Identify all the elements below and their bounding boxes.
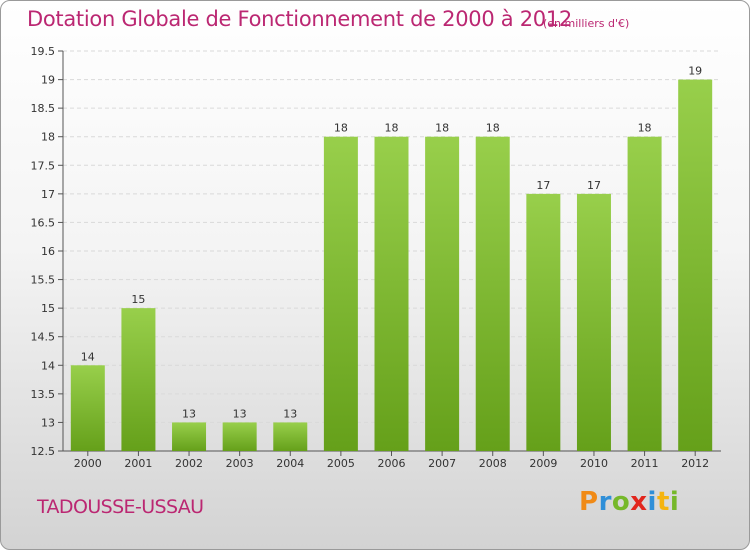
y-tick-label: 14 [41, 359, 55, 372]
data-label: 19 [688, 65, 702, 78]
logo-letter: i [669, 487, 680, 517]
bar-2006 [374, 136, 409, 451]
y-tick-label: 17 [41, 188, 55, 201]
data-label: 18 [486, 122, 500, 135]
y-tick-label: 18.5 [31, 102, 56, 115]
y-tick-label: 15.5 [31, 274, 56, 287]
bar-2005 [323, 136, 358, 451]
logo-letter: P [579, 487, 599, 517]
data-label: 15 [131, 293, 145, 306]
y-tick-label: 13.5 [31, 388, 56, 401]
data-label: 13 [233, 407, 247, 420]
data-label: 13 [182, 407, 196, 420]
y-tick-label: 16 [41, 245, 55, 258]
x-tick-label: 2008 [479, 457, 507, 470]
bar-2000 [70, 365, 105, 451]
x-tick-label: 2005 [327, 457, 355, 470]
y-tick-label: 19.5 [31, 45, 56, 58]
x-tick-label: 2010 [580, 457, 608, 470]
bars [70, 79, 713, 452]
bar-2003 [222, 422, 257, 451]
logo-letter: x [630, 487, 648, 517]
logo-letter: t [656, 487, 670, 517]
y-tick-label: 13 [41, 416, 55, 429]
labels: 12.5 13 13.5 14 14.5 15 15.5 16 16.5 17 17.5 18 18.5… [31, 45, 710, 470]
y-tick-label: 14.5 [31, 331, 56, 344]
bar-2001 [121, 308, 156, 451]
y-tick-label: 12.5 [31, 445, 56, 458]
x-tick-label: 2011 [631, 457, 659, 470]
logo-letter: r [598, 487, 612, 517]
bar-2004 [273, 422, 308, 451]
data-label: 18 [435, 122, 449, 135]
y-tick-label: 16.5 [31, 216, 56, 229]
bar-2011 [627, 136, 662, 451]
data-label: 17 [536, 179, 550, 192]
bar-2012 [678, 79, 713, 452]
x-tick-label: 2009 [529, 457, 557, 470]
bar-2008 [475, 136, 510, 451]
bar-2010 [576, 193, 611, 451]
y-tick-label: 19 [41, 74, 55, 87]
data-label: 18 [334, 122, 348, 135]
x-tick-label: 2001 [124, 457, 152, 470]
y-tick-label: 17.5 [31, 159, 56, 172]
data-label: 18 [638, 122, 652, 135]
logo-letter: o [611, 487, 631, 517]
y-tick-label: 15 [41, 302, 55, 315]
data-label: 18 [385, 122, 399, 135]
bar-2009 [526, 193, 561, 451]
x-tick-label: 2000 [74, 457, 102, 470]
bar-2002 [172, 422, 207, 451]
chart-subtitle: (en milliers d'€) [543, 17, 630, 30]
x-tick-label: 2007 [428, 457, 456, 470]
data-label: 17 [587, 179, 601, 192]
x-tick-label: 2002 [175, 457, 203, 470]
x-tick-label: 2004 [276, 457, 304, 470]
x-tick-label: 2003 [226, 457, 254, 470]
chart-title: Dotation Globale de Fonctionnement de 20… [27, 7, 572, 31]
data-label: 13 [283, 407, 297, 420]
logo-letter: i [647, 487, 657, 517]
x-tick-label: 2012 [681, 457, 709, 470]
proxiti-logo[interactable]: Proxiti [579, 487, 679, 517]
bar-2007 [425, 136, 460, 451]
y-tick-label: 18 [41, 131, 55, 144]
data-label: 14 [81, 350, 95, 363]
x-tick-label: 2006 [378, 457, 406, 470]
commune-name: TADOUSSE-USSAU [37, 496, 204, 518]
